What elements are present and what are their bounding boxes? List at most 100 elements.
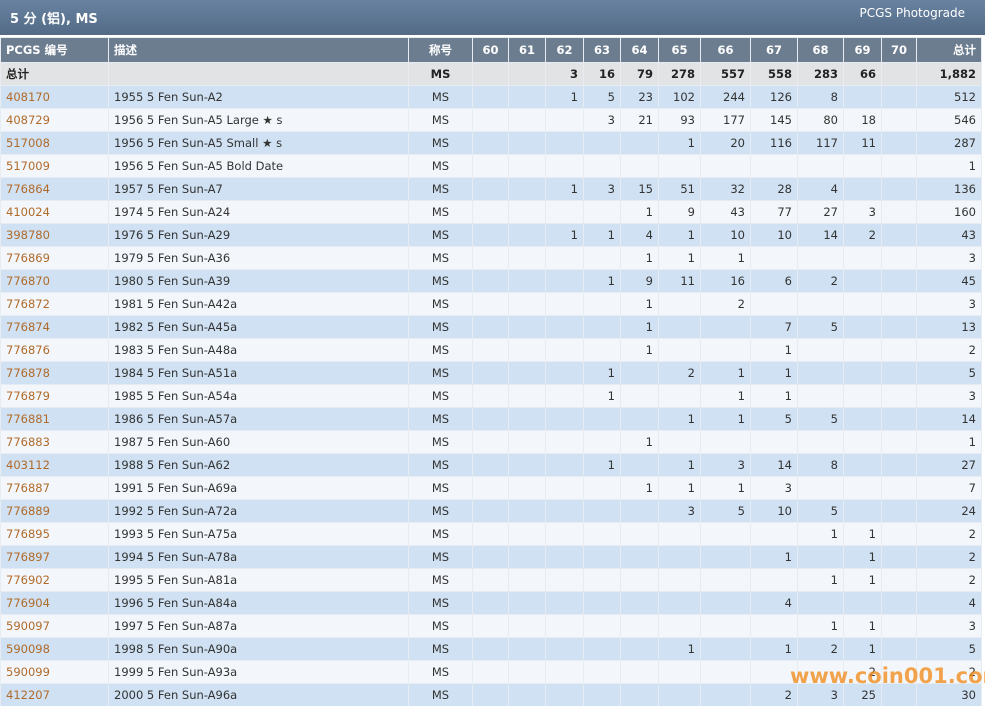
- grade-count: [620, 131, 659, 155]
- grade-count: [583, 568, 621, 592]
- pcgs-number[interactable]: 590097: [0, 614, 109, 638]
- grade-count: [658, 384, 701, 408]
- grade-count: 8: [797, 85, 844, 109]
- description: 1997 5 Fen Sun-A87a: [108, 614, 409, 638]
- grade-count: 3: [583, 108, 621, 132]
- pcgs-number[interactable]: 776879: [0, 384, 109, 408]
- pcgs-number[interactable]: 776872: [0, 292, 109, 316]
- grade-count: [583, 315, 621, 339]
- pcgs-number[interactable]: 412207: [0, 683, 109, 706]
- description: 1984 5 Fen Sun-A51a: [108, 361, 409, 385]
- description: 1985 5 Fen Sun-A54a: [108, 384, 409, 408]
- pcgs-number[interactable]: 398780: [0, 223, 109, 247]
- designation: MS: [408, 545, 473, 569]
- grade-count: [545, 453, 584, 477]
- coin-row: 590099 1999 5 Fen Sun-A93a MS 2 2: [0, 660, 982, 684]
- pcgs-number[interactable]: 776876: [0, 338, 109, 362]
- grade-count: [545, 246, 584, 270]
- description: 1956 5 Fen Sun-A5 Bold Date: [108, 154, 409, 178]
- grade-count: [583, 200, 621, 224]
- grade-count: [620, 361, 659, 385]
- grade-count: [881, 637, 917, 661]
- grade-total: [881, 62, 917, 86]
- grade-count: 3: [583, 177, 621, 201]
- description: 1982 5 Fen Sun-A45a: [108, 315, 409, 339]
- grade-count: [508, 269, 546, 293]
- pcgs-number[interactable]: 776889: [0, 499, 109, 523]
- grade-count: [881, 407, 917, 431]
- grade-count: [881, 499, 917, 523]
- designation: MS: [408, 453, 473, 477]
- grade-count: [508, 246, 546, 270]
- coin-row: 412207 2000 5 Fen Sun-A96a MS 2 3 25 30: [0, 683, 982, 706]
- grade-count: [881, 154, 917, 178]
- grade-count: 1: [750, 384, 798, 408]
- grade-count: [545, 269, 584, 293]
- pcgs-number[interactable]: 776883: [0, 430, 109, 454]
- grade-count: [797, 545, 844, 569]
- grade-count: [472, 177, 509, 201]
- grade-count: [472, 568, 509, 592]
- grade-count: 1: [583, 361, 621, 385]
- photograde-link[interactable]: PCGS Photograde: [859, 6, 965, 20]
- grade-count: 27: [797, 200, 844, 224]
- grade-count: [472, 545, 509, 569]
- grade-count: 14: [750, 453, 798, 477]
- pcgs-number[interactable]: 590098: [0, 637, 109, 661]
- pcgs-number[interactable]: 517008: [0, 131, 109, 155]
- grade-count: [700, 568, 751, 592]
- pcgs-number[interactable]: 517009: [0, 154, 109, 178]
- grade-count: 2: [843, 223, 882, 247]
- pcgs-number[interactable]: 776869: [0, 246, 109, 270]
- grade-count: [750, 430, 798, 454]
- grade-count: [508, 499, 546, 523]
- row-total: 160: [916, 200, 982, 224]
- grade-count: [545, 522, 584, 546]
- pcgs-number[interactable]: 776878: [0, 361, 109, 385]
- column-header: 70: [881, 37, 917, 63]
- grade-count: [881, 545, 917, 569]
- grade-count: [545, 315, 584, 339]
- designation: MS: [408, 338, 473, 362]
- grade-count: 10: [750, 499, 798, 523]
- pcgs-number[interactable]: 776864: [0, 177, 109, 201]
- pcgs-number[interactable]: 590099: [0, 660, 109, 684]
- grade-count: [472, 315, 509, 339]
- pcgs-number[interactable]: 410024: [0, 200, 109, 224]
- grade-count: [620, 453, 659, 477]
- grade-count: [620, 637, 659, 661]
- pcgs-number[interactable]: 776897: [0, 545, 109, 569]
- grade-count: 5: [583, 85, 621, 109]
- coin-row: 776904 1996 5 Fen Sun-A84a MS 4 4: [0, 591, 982, 615]
- grade-count: 25: [843, 683, 882, 706]
- grade-count: 1: [620, 246, 659, 270]
- description: 1986 5 Fen Sun-A57a: [108, 407, 409, 431]
- pcgs-number[interactable]: 776902: [0, 568, 109, 592]
- grade-count: [658, 154, 701, 178]
- pcgs-number[interactable]: 408170: [0, 85, 109, 109]
- pcgs-number[interactable]: 776881: [0, 407, 109, 431]
- grade-count: 145: [750, 108, 798, 132]
- description: 1974 5 Fen Sun-A24: [108, 200, 409, 224]
- pcgs-number[interactable]: 776874: [0, 315, 109, 339]
- pcgs-number[interactable]: 776904: [0, 591, 109, 615]
- grade-count: [472, 292, 509, 316]
- grade-count: 6: [750, 269, 798, 293]
- row-total: 27: [916, 453, 982, 477]
- grade-count: [881, 384, 917, 408]
- grade-count: 1: [658, 223, 701, 247]
- pcgs-number[interactable]: 776887: [0, 476, 109, 500]
- pcgs-number[interactable]: 403112: [0, 453, 109, 477]
- pcgs-number[interactable]: 776870: [0, 269, 109, 293]
- designation: MS: [408, 131, 473, 155]
- pcgs-number[interactable]: 408729: [0, 108, 109, 132]
- grade-count: [583, 522, 621, 546]
- pcgs-number[interactable]: 776895: [0, 522, 109, 546]
- grade-count: [508, 591, 546, 615]
- grade-count: [583, 407, 621, 431]
- grade-count: 28: [750, 177, 798, 201]
- grade-count: 1: [545, 223, 584, 247]
- grade-count: 1: [843, 637, 882, 661]
- grade-count: [508, 660, 546, 684]
